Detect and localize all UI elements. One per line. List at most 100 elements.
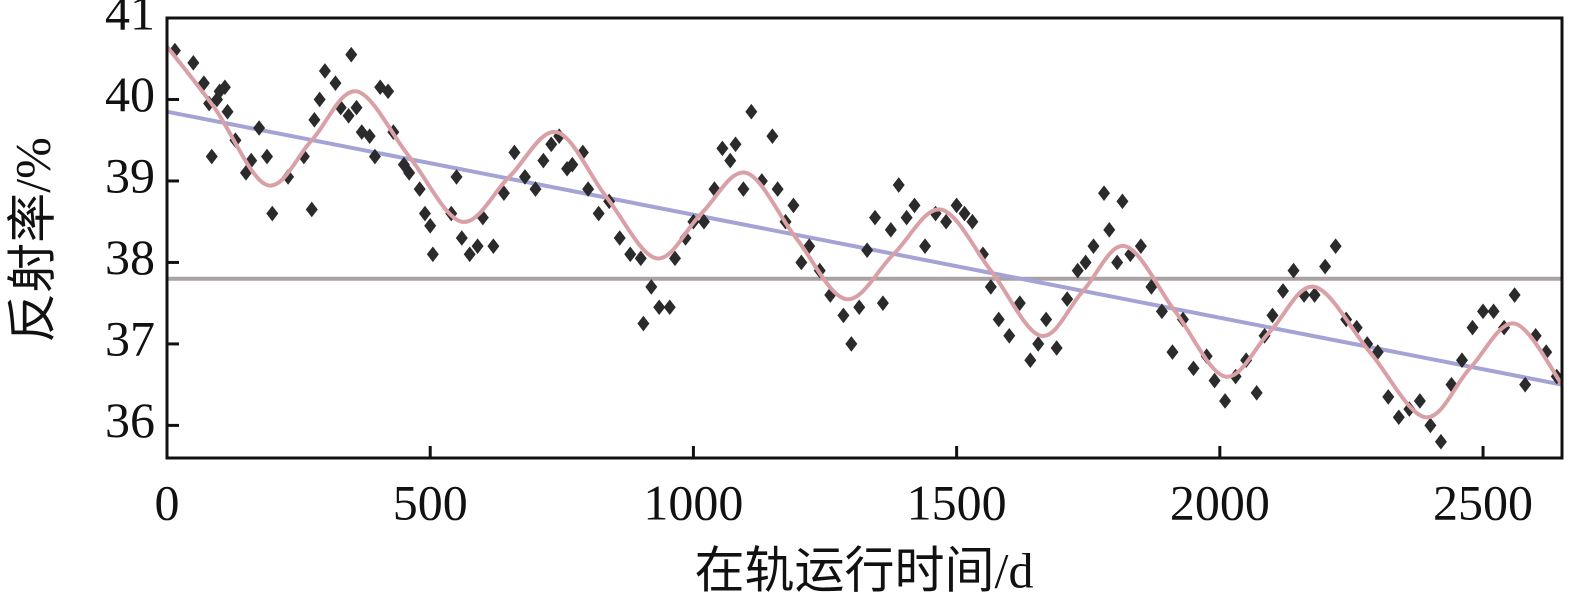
data-point [350,99,363,116]
data-point [1250,385,1263,401]
data-point [1519,376,1532,393]
data-point [1087,238,1100,254]
x-tick-label: 500 [393,474,468,530]
data-point [1466,319,1479,336]
data-point [1329,238,1342,254]
data-point [297,148,310,165]
data-point [771,181,784,197]
data-point [1508,287,1521,303]
y-axis-title: 反射率/% [4,137,60,343]
data-point [729,136,742,153]
data-point [329,75,342,91]
data-point [1098,185,1111,201]
data-point [187,55,200,71]
data-point [745,103,758,120]
x-axis-title: 在轨运行时间/d [695,542,1034,598]
y-tick-label: 37 [105,310,155,366]
data-point [1200,348,1213,364]
y-tick-label: 41 [105,0,155,40]
data-point [529,181,542,197]
data-point [869,209,882,226]
data-point [908,197,921,214]
data-point [845,336,858,352]
data-point [308,112,321,128]
data-point [537,152,550,169]
data-point [1111,254,1124,271]
data-point [824,287,837,303]
data-point [345,46,358,63]
data-point [1134,238,1147,254]
data-point [1003,327,1016,344]
data-point [221,103,234,120]
y-tick-label: 39 [105,147,155,203]
data-point [313,91,326,108]
data-point [755,173,768,189]
data-point [1477,303,1490,320]
data-point [1308,287,1321,303]
x-tick-label: 2000 [1170,474,1270,530]
data-point [1277,283,1289,299]
plot-frame [165,16,1564,460]
data-point [653,299,666,316]
data-point [553,128,566,144]
x-tick-label: 1000 [643,474,743,530]
data-point [787,197,800,214]
data-point [342,107,355,124]
data-point [1424,417,1437,434]
data-point [958,205,971,222]
data-point [455,230,468,246]
data-point [487,238,500,254]
data-point [1103,222,1116,238]
data-point [1319,258,1332,275]
data-point [884,222,897,238]
data-point [1413,393,1426,409]
data-point [261,148,274,165]
data-point [1487,303,1500,320]
data-point [518,169,531,185]
data-point [679,230,692,246]
data-point [900,209,913,226]
data-point [992,311,1005,328]
data-point [1071,262,1084,279]
data-point [253,120,266,136]
data-point [795,254,808,271]
data-point [803,238,816,254]
data-point [645,279,658,295]
data-point [1445,376,1458,393]
data-point [363,128,376,144]
data-point [950,197,963,214]
x-tick-label: 2500 [1433,474,1533,530]
data-point [1013,295,1026,311]
data-point [318,63,331,79]
data-point [1079,254,1092,271]
data-point [1032,336,1045,352]
x-tick-label: 0 [155,474,180,530]
data-point [1298,287,1311,303]
data-point [305,201,318,218]
data-point [1266,307,1279,324]
data-point [576,144,589,161]
data-point [1124,246,1137,263]
data-point [566,156,579,173]
data-point [1166,344,1179,360]
data-point [382,83,395,100]
data-point [663,299,676,316]
data-point [1024,352,1037,369]
data-point [1187,360,1200,377]
data-point [861,242,874,259]
data-point [413,181,426,197]
data-point [668,250,681,267]
data-point [876,295,889,311]
data-point [424,217,437,234]
data-point [1116,193,1129,210]
data-point [737,181,750,197]
data-point [1061,291,1074,307]
data-point [205,148,218,165]
data-point [837,307,850,324]
data-point [634,250,647,267]
data-point [697,213,710,230]
y-tick-label: 36 [105,392,155,448]
data-point [1540,344,1553,360]
data-point [1208,372,1221,389]
data-point [282,169,295,185]
